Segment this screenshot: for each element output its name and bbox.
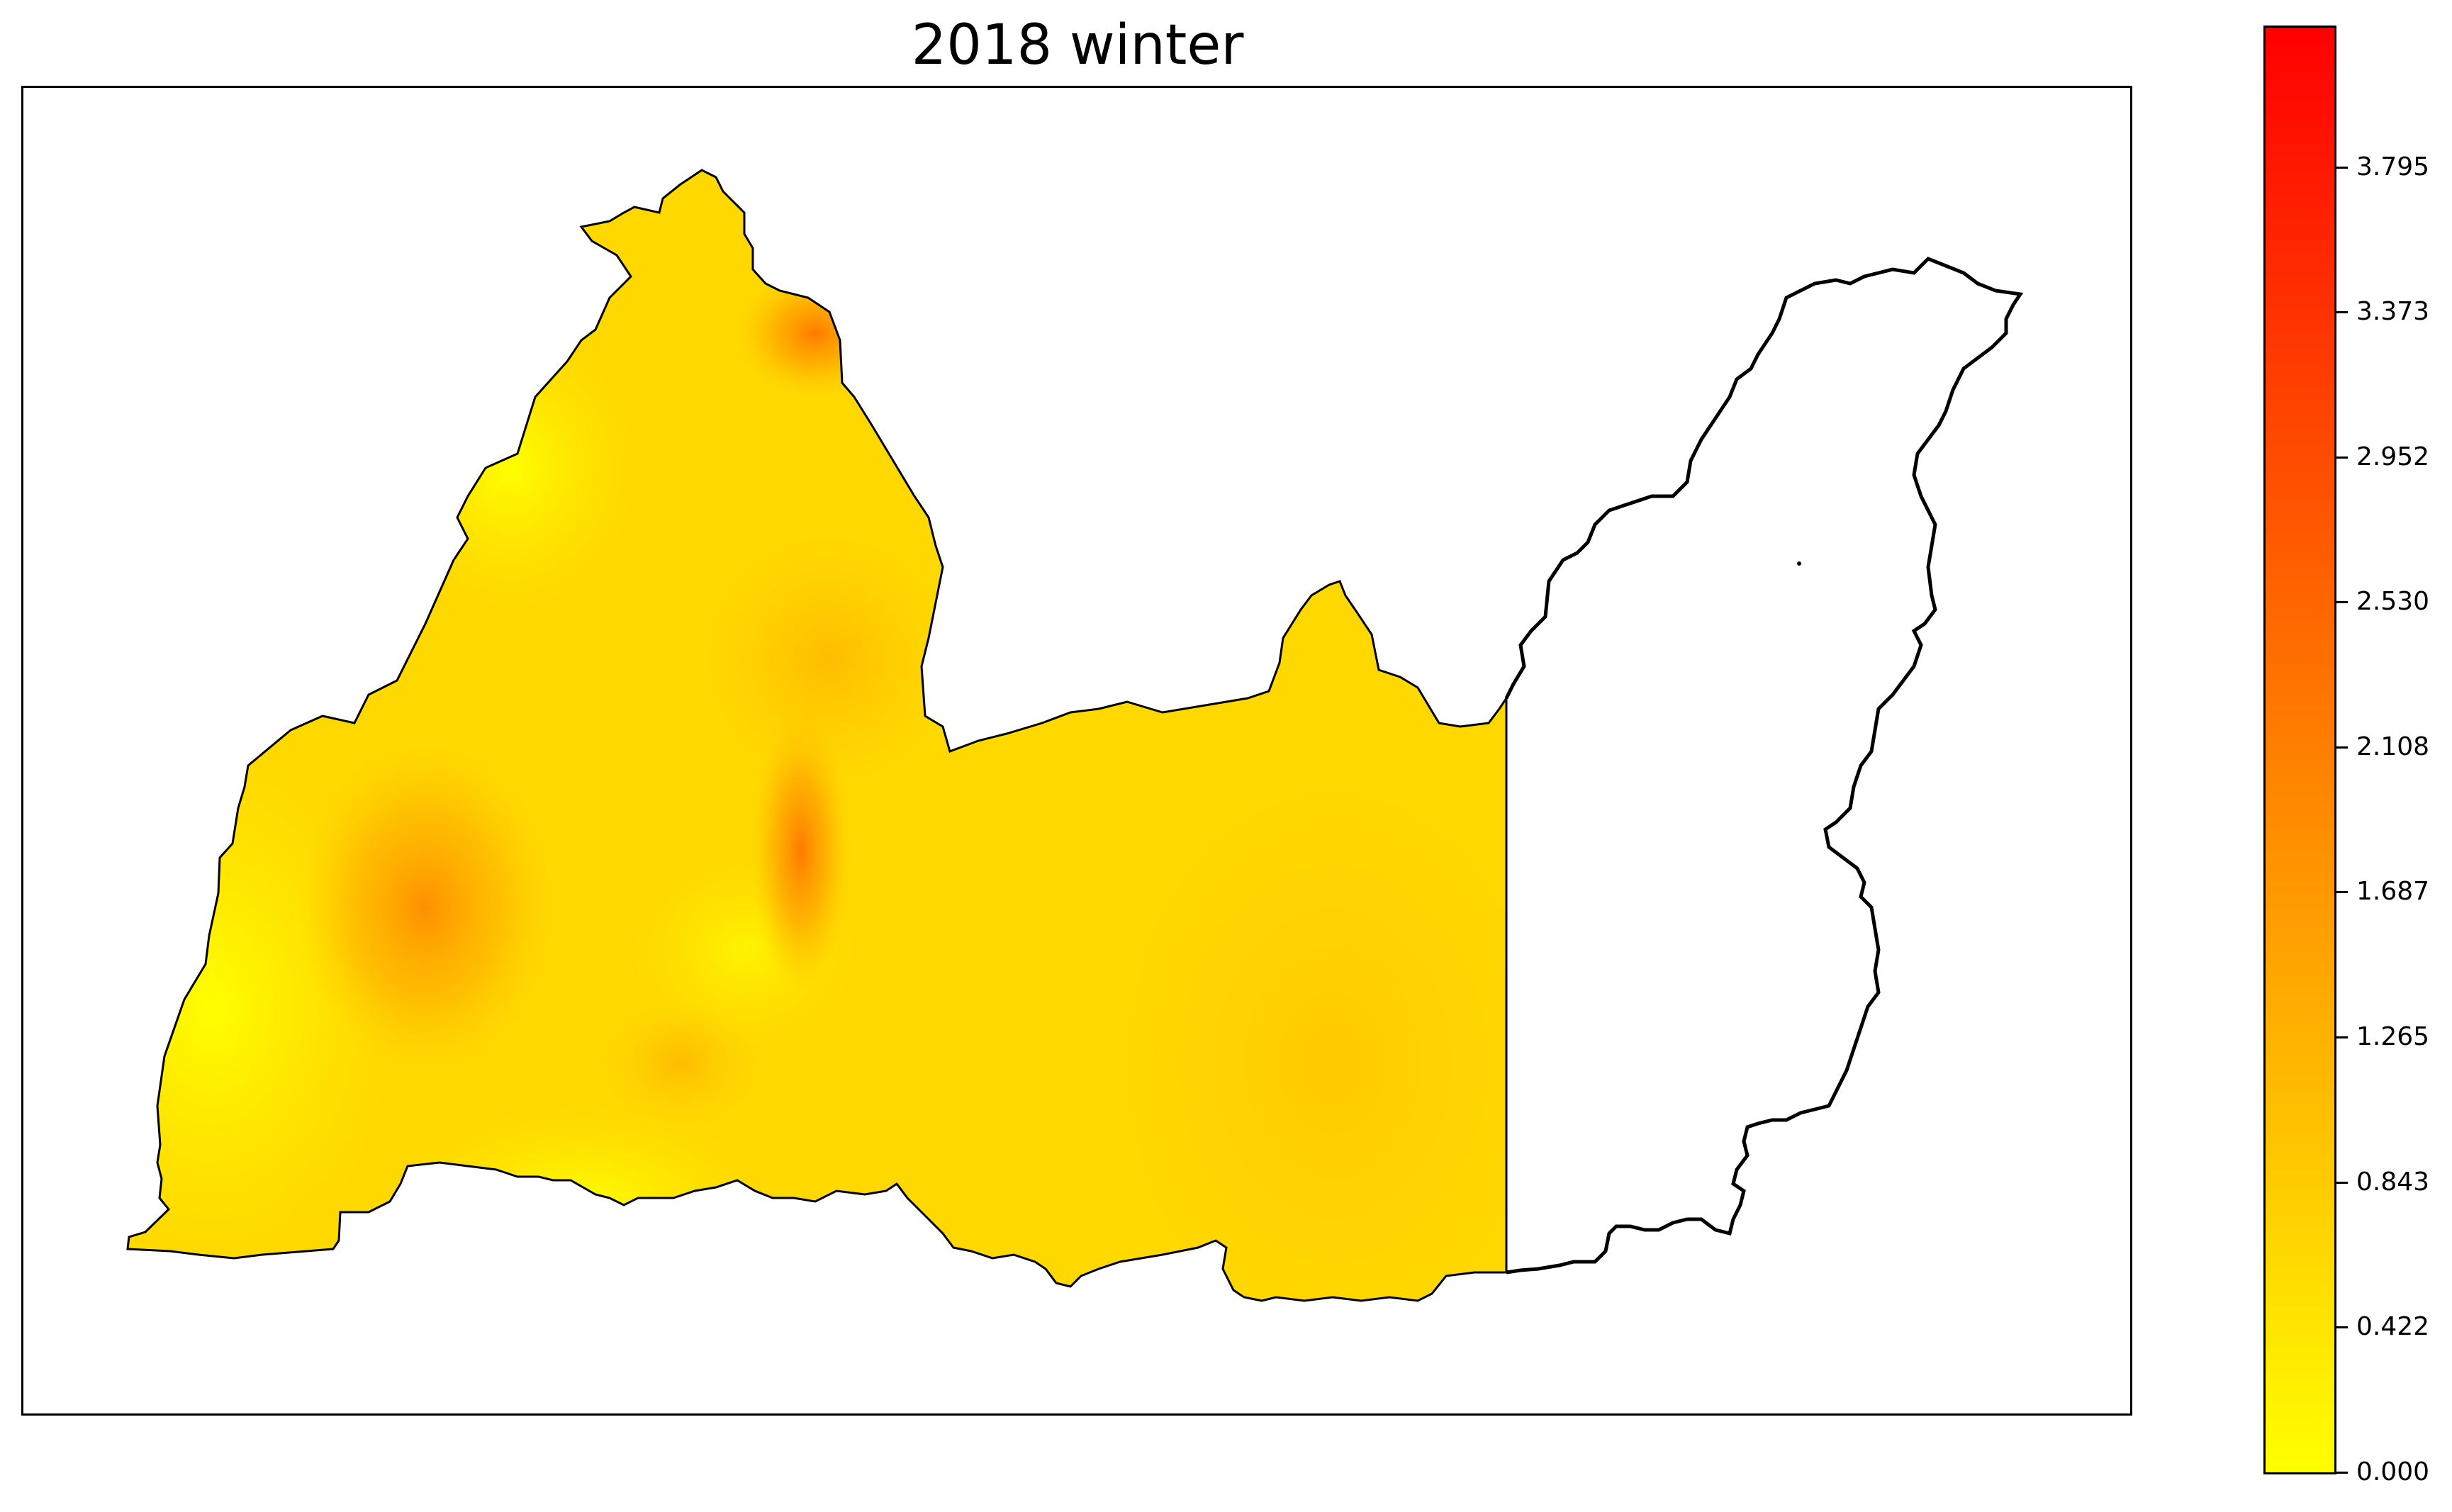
colorbar-tick [2336,166,2348,169]
colorbar [2263,26,2336,1474]
colorbar-tick-label: 1.687 [2356,877,2430,907]
colorbar-tick-label: 3.795 [2356,152,2430,181]
colorbar-tick-label: 2.952 [2356,442,2430,471]
colorbar-tick-label: 0.422 [2356,1312,2430,1342]
colorbar-tick-label: 0.000 [2356,1457,2430,1486]
interpolated-surface [128,170,1506,1301]
colorbar-tick-label: 3.373 [2356,297,2430,327]
colorbar-tick [2336,311,2348,314]
colorbar-tick [2336,456,2348,459]
colorbar-tick [2336,1036,2348,1039]
colorbar-tick [2336,891,2348,894]
point-marker [1797,561,1801,566]
colorbar-tick-label: 0.843 [2356,1167,2430,1197]
colorbar-tick [2336,746,2348,749]
colorbar-tick-label: 2.530 [2356,587,2430,617]
colorbar-tick [2336,1181,2348,1184]
map-title: 2018 winter [911,13,1244,77]
colorbar-tick-label: 2.108 [2356,732,2430,762]
east-basin-outline [1504,257,2024,1275]
colorbar-tick-label: 1.265 [2356,1022,2430,1052]
colorbar-tick [2336,1326,2348,1329]
colorbar-tick [2336,1472,2348,1474]
colorbar-tick [2336,601,2348,604]
